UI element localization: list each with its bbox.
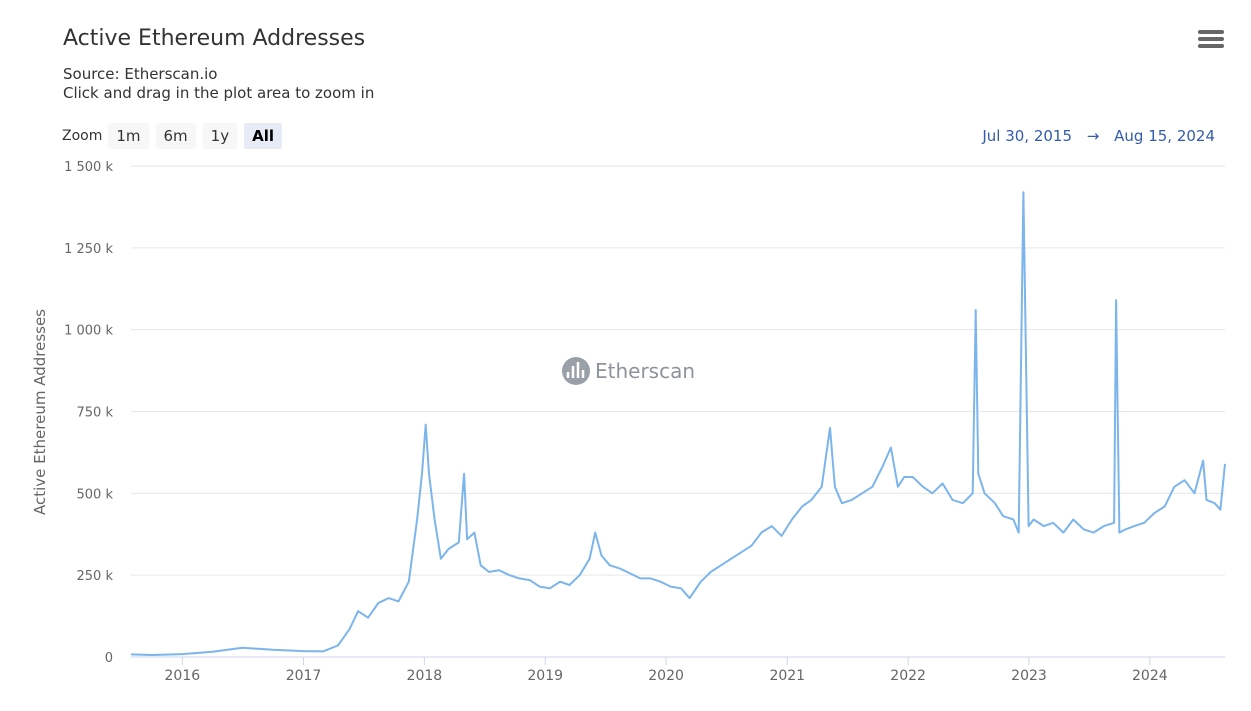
x-tick-label: 2022 xyxy=(890,668,926,684)
date-range: Jul 30, 2015 → Aug 15, 2024 xyxy=(977,127,1220,145)
watermark-text: Etherscan xyxy=(595,359,695,383)
zoom-label: Zoom xyxy=(62,128,103,144)
zoom-all-button[interactable]: All xyxy=(244,123,282,149)
hamburger-menu-icon[interactable] xyxy=(1198,30,1224,54)
series-line[interactable] xyxy=(130,191,1226,656)
x-tick-label: 2024 xyxy=(1132,668,1168,684)
x-tick-label: 2019 xyxy=(527,668,563,684)
etherscan-logo-bars xyxy=(566,362,585,378)
zoom-1m-button[interactable]: 1m xyxy=(108,123,149,149)
range-from-date[interactable]: Jul 30, 2015 xyxy=(982,127,1072,145)
x-axis-ticks: 2016 2017 2018 2019 2020 2021 2022 2023 2024 xyxy=(165,657,1168,684)
chart-title: Active Ethereum Addresses xyxy=(63,26,366,51)
chart-subtitle: Source: Etherscan.io Click and drag in t… xyxy=(63,65,374,103)
x-tick-label: 2018 xyxy=(407,668,443,684)
y-tick-label: 250 k xyxy=(77,569,114,584)
source-text: Source: Etherscan.io xyxy=(63,65,218,83)
zoom-6m-button[interactable]: 6m xyxy=(155,123,196,149)
menu-bar xyxy=(1198,37,1224,41)
range-arrow: → xyxy=(1086,127,1100,145)
series-group xyxy=(130,191,1226,656)
grid-lines xyxy=(131,165,1225,576)
zoom-1y-button[interactable]: 1y xyxy=(202,123,238,149)
y-tick-label: 1 500 k xyxy=(64,160,113,175)
x-tick-label: 2023 xyxy=(1011,668,1047,684)
menu-bar xyxy=(1198,30,1224,34)
y-tick-label: 500 k xyxy=(77,487,114,502)
menu-bar xyxy=(1198,44,1224,48)
y-axis-ticks: 0 250 k 500 k 750 k 1 000 k 1 250 k 1 500 k xyxy=(64,160,113,666)
y-tick-label: 750 k xyxy=(77,406,114,421)
y-tick-label: 1 000 k xyxy=(64,324,113,339)
x-tick-label: 2017 xyxy=(286,668,322,684)
zoom-selector: Zoom 1m 6m 1y All xyxy=(62,123,289,149)
y-axis-label: Active Ethereum Addresses xyxy=(31,309,49,515)
zoom-hint-text: Click and drag in the plot area to zoom … xyxy=(63,84,375,102)
etherscan-watermark: Etherscan xyxy=(562,357,695,385)
x-tick-label: 2016 xyxy=(165,668,201,684)
y-tick-label: 1 250 k xyxy=(64,242,113,257)
y-tick-label: 0 xyxy=(105,651,113,666)
etherscan-logo-icon xyxy=(562,357,590,385)
x-tick-label: 2021 xyxy=(769,668,805,684)
range-to-date[interactable]: Aug 15, 2024 xyxy=(1114,127,1215,145)
x-tick-label: 2020 xyxy=(648,668,684,684)
